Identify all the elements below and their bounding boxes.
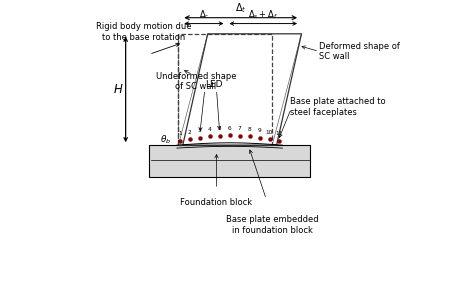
Text: 3: 3 <box>198 128 201 133</box>
Text: LED: LED <box>205 80 222 90</box>
Text: 4: 4 <box>208 127 211 132</box>
Text: Foundation block: Foundation block <box>181 198 253 207</box>
Text: 1: 1 <box>178 131 182 136</box>
Text: 6: 6 <box>228 126 231 131</box>
Text: 9: 9 <box>258 128 262 133</box>
Text: $\Delta_r$: $\Delta_r$ <box>199 9 209 21</box>
Bar <box>149 145 310 177</box>
Text: $\theta_b$: $\theta_b$ <box>160 133 171 146</box>
Text: Rigid body motion due
to the base rotation: Rigid body motion due to the base rotati… <box>96 22 192 41</box>
Text: Base plate attached to
steel faceplates: Base plate attached to steel faceplates <box>290 97 385 117</box>
Text: 2: 2 <box>188 130 191 135</box>
Text: 7: 7 <box>238 126 242 131</box>
Text: Deformed shape of
SC wall: Deformed shape of SC wall <box>319 42 400 61</box>
Text: $\Delta_t$: $\Delta_t$ <box>235 1 246 15</box>
Text: $\Delta_s + \Delta_f$: $\Delta_s + \Delta_f$ <box>248 9 278 21</box>
Text: 5: 5 <box>218 126 221 131</box>
Text: 8: 8 <box>248 127 252 132</box>
Text: Undeformed shape
of SC wall: Undeformed shape of SC wall <box>156 72 236 91</box>
Bar <box>178 34 272 145</box>
Text: $H$: $H$ <box>113 83 124 96</box>
Text: Base plate embedded
in foundation block: Base plate embedded in foundation block <box>226 216 319 235</box>
Text: 10: 10 <box>266 130 273 135</box>
Text: 11: 11 <box>276 131 283 136</box>
